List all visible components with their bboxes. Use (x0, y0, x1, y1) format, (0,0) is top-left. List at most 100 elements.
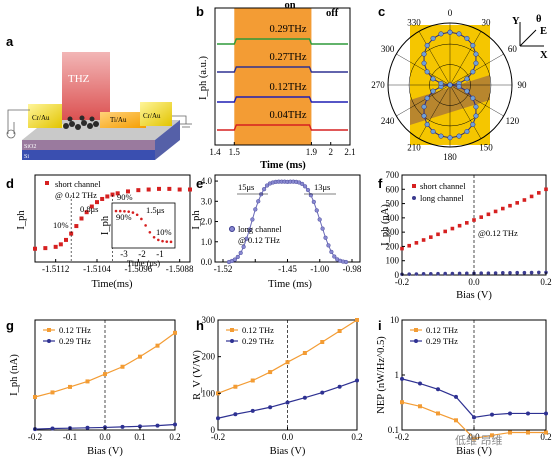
panel-i-legend-marker-1 (414, 339, 418, 343)
panel-i-s0-point-6 (508, 430, 512, 435)
panel-d-inset-annot-0: 90% (116, 212, 132, 222)
panel-letter-g: g (6, 318, 14, 333)
panel-e-chart: 0.0 1.0 2.0 3.0 4.0 -1.52 -1.45 -1.00 -0.98 15μs 1… (191, 174, 362, 290)
panel-d-point-4 (64, 237, 68, 242)
panel-e-ytick-label-1: 1.0 (201, 237, 213, 247)
panel-d-point-9 (89, 204, 94, 209)
panel-f-s1-point-5 (436, 271, 440, 276)
panel-f-xlabel: Bias (V) (456, 290, 492, 301)
panel-d-point-6 (74, 224, 79, 229)
panel-f-annot: @0.12 THz (478, 228, 518, 238)
panel-d-point-10 (95, 200, 99, 205)
circuit-wires (7, 109, 187, 134)
panel-e-point-36 (332, 254, 337, 259)
panel-c-chart: 0 30 60 90 120 150 180 210 240 270 300 330 Y XθE (371, 8, 548, 162)
panel-letter-e: e (196, 176, 203, 191)
panel-d-inset-point-9 (152, 235, 156, 239)
panel-h-s1-point-6 (320, 390, 325, 395)
panel-f-s1-point-11 (479, 271, 484, 275)
panel-e-point-3 (235, 254, 240, 260)
panel-e-point-40 (343, 259, 349, 265)
panel-i-xlabel: Bias (V) (456, 446, 492, 457)
panel-g-s0-point-3 (85, 379, 90, 384)
panel-e-point-32 (320, 226, 325, 231)
panel-d-point-1 (43, 246, 48, 251)
panel-c-angle-label-4: 120 (506, 116, 520, 126)
panel-d-point-0 (33, 246, 37, 251)
panel-f-s0-point-15 (508, 203, 512, 208)
panel-f-ylabel: I_ph (nA) (380, 204, 391, 246)
panel-b-off-label: off (326, 8, 339, 19)
panel-letter-d: d (6, 176, 14, 191)
panel-c-point-1 (456, 31, 462, 37)
panel-d-inset-point-10 (157, 238, 160, 242)
panel-b-series-label-1: 0.27THz (269, 52, 306, 63)
panel-c-point-36 (447, 29, 453, 35)
panel-c-point-16 (464, 128, 470, 135)
thz-label: THZ (68, 73, 90, 85)
panel-f-s0-point-6 (443, 229, 447, 234)
panel-e-ylabel: I_ph (191, 210, 202, 230)
panel-e-point-34 (326, 243, 331, 248)
panel-d-inset-point-2 (123, 209, 126, 213)
panel-d-legend-0: short channel (55, 179, 101, 189)
panel-e-axes-frame (214, 174, 361, 263)
panel-c-point-13 (473, 104, 479, 110)
panel-f-ytick-label-6: 600 (386, 184, 400, 194)
substrate-side (155, 120, 180, 160)
panel-f-s1-point-7 (450, 271, 455, 276)
panel-d-axes-frame (34, 174, 191, 263)
panel-d-legend-1: @ 0.12 THz (55, 190, 97, 200)
panel-f-s0-point-8 (457, 223, 462, 228)
panel-h-legend-0: 0.12 THz (242, 325, 274, 335)
panel-f-s1-point-17 (522, 270, 527, 275)
panel-f-s0-point-10 (472, 218, 476, 222)
panel-g-xtick-label-2: 0.0 (99, 432, 111, 442)
panel-g-s1-point-1 (50, 426, 55, 431)
panel-d-inset-point-0 (114, 209, 118, 213)
panel-i-ytick-label-1: 1 (395, 370, 400, 380)
panel-e-point-26 (302, 184, 308, 189)
panel-b-on-window (234, 8, 312, 145)
panel-h-ylabel: R_V (V/W) (192, 350, 203, 400)
panel-c-point-24 (424, 95, 430, 101)
panel-b-series-3 (217, 124, 348, 131)
panel-letter-h: h (196, 318, 204, 333)
panel-g-legend-marker-1 (47, 339, 51, 343)
panel-f-legend-0: short channel (420, 181, 466, 191)
panel-c-theta-label: θ (536, 14, 542, 25)
panel-i-legend-1: 0.29 THz (426, 336, 458, 346)
panel-letter-i: i (378, 318, 382, 333)
panel-i-s1-point-7 (526, 411, 530, 416)
panel-f-legend-marker-0 (412, 184, 416, 188)
electrode-label-middle: Ti/Au (110, 116, 127, 124)
panel-c-point-31 (421, 60, 427, 66)
panel-e-point-5 (241, 244, 246, 249)
panel-f-s0-point-9 (465, 221, 469, 225)
panel-b-xtick-label-1: 1.5 (229, 147, 241, 157)
panel-h-xtick-label-1: 0.0 (282, 432, 294, 442)
panel-d-annot-0: 10% (53, 220, 69, 230)
panel-i-ytick-label-2: 10 (390, 315, 400, 325)
panel-h-s0-point-4 (285, 360, 290, 365)
sio2-layer (22, 140, 155, 150)
panel-d-point-15 (126, 189, 130, 194)
panel-f-ytick-label-0: 0 (395, 270, 400, 280)
panel-c-point-6 (470, 69, 476, 75)
panel-c-point-14 (473, 113, 479, 119)
panel-f-s0-point-5 (436, 232, 440, 237)
panel-d-point-20 (177, 187, 182, 192)
panel-c-point-21 (424, 121, 430, 128)
panel-e-ytick-label-2: 2.0 (201, 217, 213, 227)
panel-d-point-7 (79, 216, 84, 221)
panel-f-s0-point-4 (429, 235, 433, 239)
panel-f-s0-point-1 (407, 243, 411, 248)
panel-e-legend-0: long channel (238, 224, 282, 234)
panel-c-angle-label-7: 210 (407, 142, 421, 152)
panel-f-s0-point-0 (400, 246, 404, 251)
panel-i-legend-marker-0 (414, 328, 418, 332)
panel-f-ytick-label-2: 200 (386, 241, 400, 251)
panel-f-chart: short channel long channel @0.12 THz 0 100 20… (380, 170, 552, 301)
